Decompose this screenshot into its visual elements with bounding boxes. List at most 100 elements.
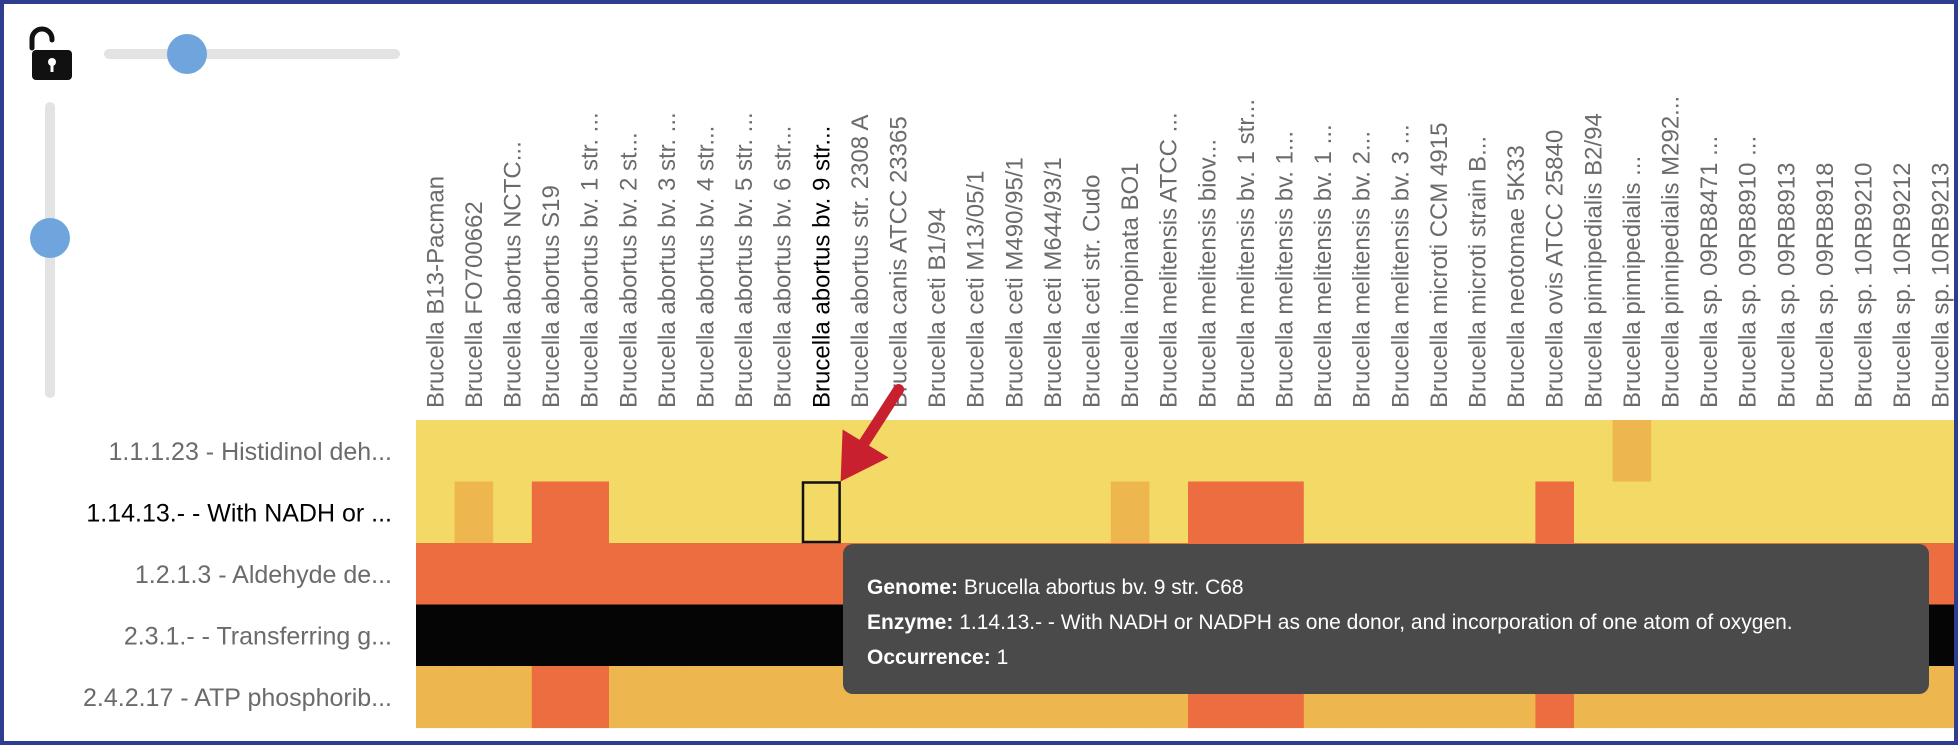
heatmap-cell[interactable] [686, 543, 726, 606]
column-label[interactable]: Brucella ceti M644/93/1 [1040, 157, 1067, 408]
heatmap-cell[interactable] [493, 481, 533, 544]
heatmap-cell[interactable] [1496, 481, 1536, 544]
heatmap-cell[interactable] [454, 420, 494, 483]
heatmap-cell[interactable] [1535, 420, 1575, 483]
heatmap-cell[interactable] [1921, 420, 1954, 483]
heatmap-cell[interactable] [609, 543, 649, 606]
heatmap-cell[interactable] [609, 420, 649, 483]
heatmap-cell[interactable] [1149, 420, 1189, 483]
heatmap-cell[interactable] [724, 666, 764, 729]
heatmap-cell[interactable] [570, 481, 610, 544]
column-label[interactable]: Brucella melitensis bv. 1... [1272, 131, 1299, 408]
heatmap-cell[interactable] [917, 481, 957, 544]
heatmap-cell[interactable] [1882, 481, 1922, 544]
vertical-zoom-handle[interactable] [30, 218, 70, 259]
column-label[interactable]: Brucella melitensis ATCC ... [1156, 112, 1183, 408]
heatmap-cell[interactable] [686, 666, 726, 729]
column-label[interactable]: Brucella melitensis bv. 1 ... [1310, 124, 1337, 408]
heatmap-cell[interactable] [763, 666, 803, 729]
heatmap-cell[interactable] [686, 604, 726, 667]
column-label[interactable]: Brucella melitensis bv. 2... [1349, 131, 1376, 408]
heatmap-cell[interactable] [493, 543, 533, 606]
heatmap-cell[interactable] [1728, 420, 1768, 483]
heatmap-cell[interactable] [647, 420, 687, 483]
heatmap-cell[interactable] [647, 604, 687, 667]
column-label[interactable]: Brucella abortus bv. 5 str. ... [731, 112, 758, 408]
unlock-icon[interactable] [26, 26, 80, 82]
heatmap-cell[interactable] [879, 420, 919, 483]
heatmap-cell[interactable] [493, 420, 533, 483]
heatmap-cell[interactable] [802, 481, 842, 544]
heatmap-cell[interactable] [763, 420, 803, 483]
column-label[interactable]: Brucella microti CCM 4915 [1426, 123, 1453, 408]
column-label[interactable]: Brucella ceti B1/94 [924, 208, 951, 408]
heatmap-cell[interactable] [1188, 481, 1228, 544]
heatmap-cell[interactable] [1381, 481, 1421, 544]
heatmap-cell[interactable] [802, 543, 842, 606]
heatmap-cell[interactable] [531, 481, 571, 544]
heatmap-cell[interactable] [802, 420, 842, 483]
column-label[interactable]: Brucella abortus bv. 1 str. ... [577, 112, 604, 408]
row-label[interactable]: 1.2.1.3 - Aldehyde de... [135, 561, 392, 589]
heatmap-cell[interactable] [1689, 481, 1729, 544]
heatmap-cell[interactable] [1303, 420, 1343, 483]
heatmap-cell[interactable] [609, 666, 649, 729]
heatmap-cell[interactable] [570, 604, 610, 667]
horizontal-zoom-handle[interactable] [166, 34, 207, 74]
column-label[interactable]: Brucella melitensis bv. 3 ... [1387, 124, 1414, 408]
heatmap-cell[interactable] [1458, 420, 1498, 483]
column-label[interactable]: Brucella ovis ATCC 25840 [1542, 130, 1569, 408]
heatmap-cell[interactable] [724, 420, 764, 483]
column-label[interactable]: Brucella abortus str. 2308 A [847, 114, 874, 408]
heatmap-cell[interactable] [686, 481, 726, 544]
column-label[interactable]: Brucella ceti M490/95/1 [1001, 157, 1028, 408]
horizontal-zoom-slider[interactable] [104, 34, 404, 74]
heatmap-cell[interactable] [686, 420, 726, 483]
heatmap-cell[interactable] [493, 666, 533, 729]
heatmap-cell[interactable] [1072, 481, 1112, 544]
column-label[interactable]: Brucella abortus bv. 2 st... [615, 132, 642, 408]
column-label[interactable]: Brucella microti strain B... [1465, 136, 1492, 408]
heatmap-cell[interactable] [1921, 481, 1954, 544]
column-label[interactable]: Brucella sp. 09RB8471 ... [1696, 136, 1723, 408]
column-label[interactable]: Brucella abortus bv. 3 str. ... [654, 112, 681, 408]
heatmap-cell[interactable] [647, 666, 687, 729]
column-label[interactable]: Brucella melitensis biov... [1194, 139, 1221, 408]
heatmap-cell[interactable] [1882, 420, 1922, 483]
heatmap-cell[interactable] [763, 604, 803, 667]
row-label[interactable]: 1.14.13.- - With NADH or ... [86, 499, 392, 527]
row-label[interactable]: 2.3.1.- - Transferring g... [124, 622, 392, 650]
heatmap-cell[interactable] [647, 481, 687, 544]
column-label[interactable]: Brucella ceti str. Cudo [1079, 175, 1106, 408]
heatmap-cell[interactable] [1226, 481, 1266, 544]
heatmap-cell[interactable] [531, 666, 571, 729]
heatmap-cell[interactable] [416, 604, 456, 667]
column-label[interactable]: Brucella sp. 09RB8910 ... [1735, 136, 1762, 408]
heatmap-cell[interactable] [1574, 481, 1614, 544]
heatmap-cell[interactable] [840, 481, 880, 544]
heatmap-cell[interactable] [609, 481, 649, 544]
heatmap-cell[interactable] [1496, 420, 1536, 483]
heatmap-cell[interactable] [609, 604, 649, 667]
heatmap-cell[interactable] [1767, 481, 1807, 544]
heatmap-cell[interactable] [1805, 420, 1845, 483]
heatmap-cell[interactable] [416, 420, 456, 483]
column-label[interactable]: Brucella sp. 09RB8913 [1773, 163, 1800, 408]
heatmap-cell[interactable] [416, 481, 456, 544]
heatmap-cell[interactable] [1149, 481, 1189, 544]
heatmap-cell[interactable] [1805, 481, 1845, 544]
heatmap-cell[interactable] [1110, 420, 1150, 483]
heatmap-cell[interactable] [1651, 481, 1691, 544]
column-label[interactable]: Brucella abortus bv. 9 str... [808, 126, 835, 408]
heatmap-cell[interactable] [1303, 481, 1343, 544]
column-label[interactable]: Brucella pinnipedialis B2/94 [1580, 113, 1607, 408]
column-label[interactable]: Brucella sp. 10RB9213 [1928, 163, 1954, 408]
heatmap-cell[interactable] [763, 481, 803, 544]
heatmap-cell[interactable] [1342, 481, 1382, 544]
column-label[interactable]: Brucella sp. 10RB9212 [1889, 163, 1916, 408]
heatmap-cell[interactable] [570, 666, 610, 729]
heatmap-cell[interactable] [1342, 420, 1382, 483]
column-label[interactable]: Brucella abortus bv. 4 str... [693, 126, 720, 408]
heatmap-cell[interactable] [1110, 481, 1150, 544]
heatmap-cell[interactable] [956, 420, 996, 483]
